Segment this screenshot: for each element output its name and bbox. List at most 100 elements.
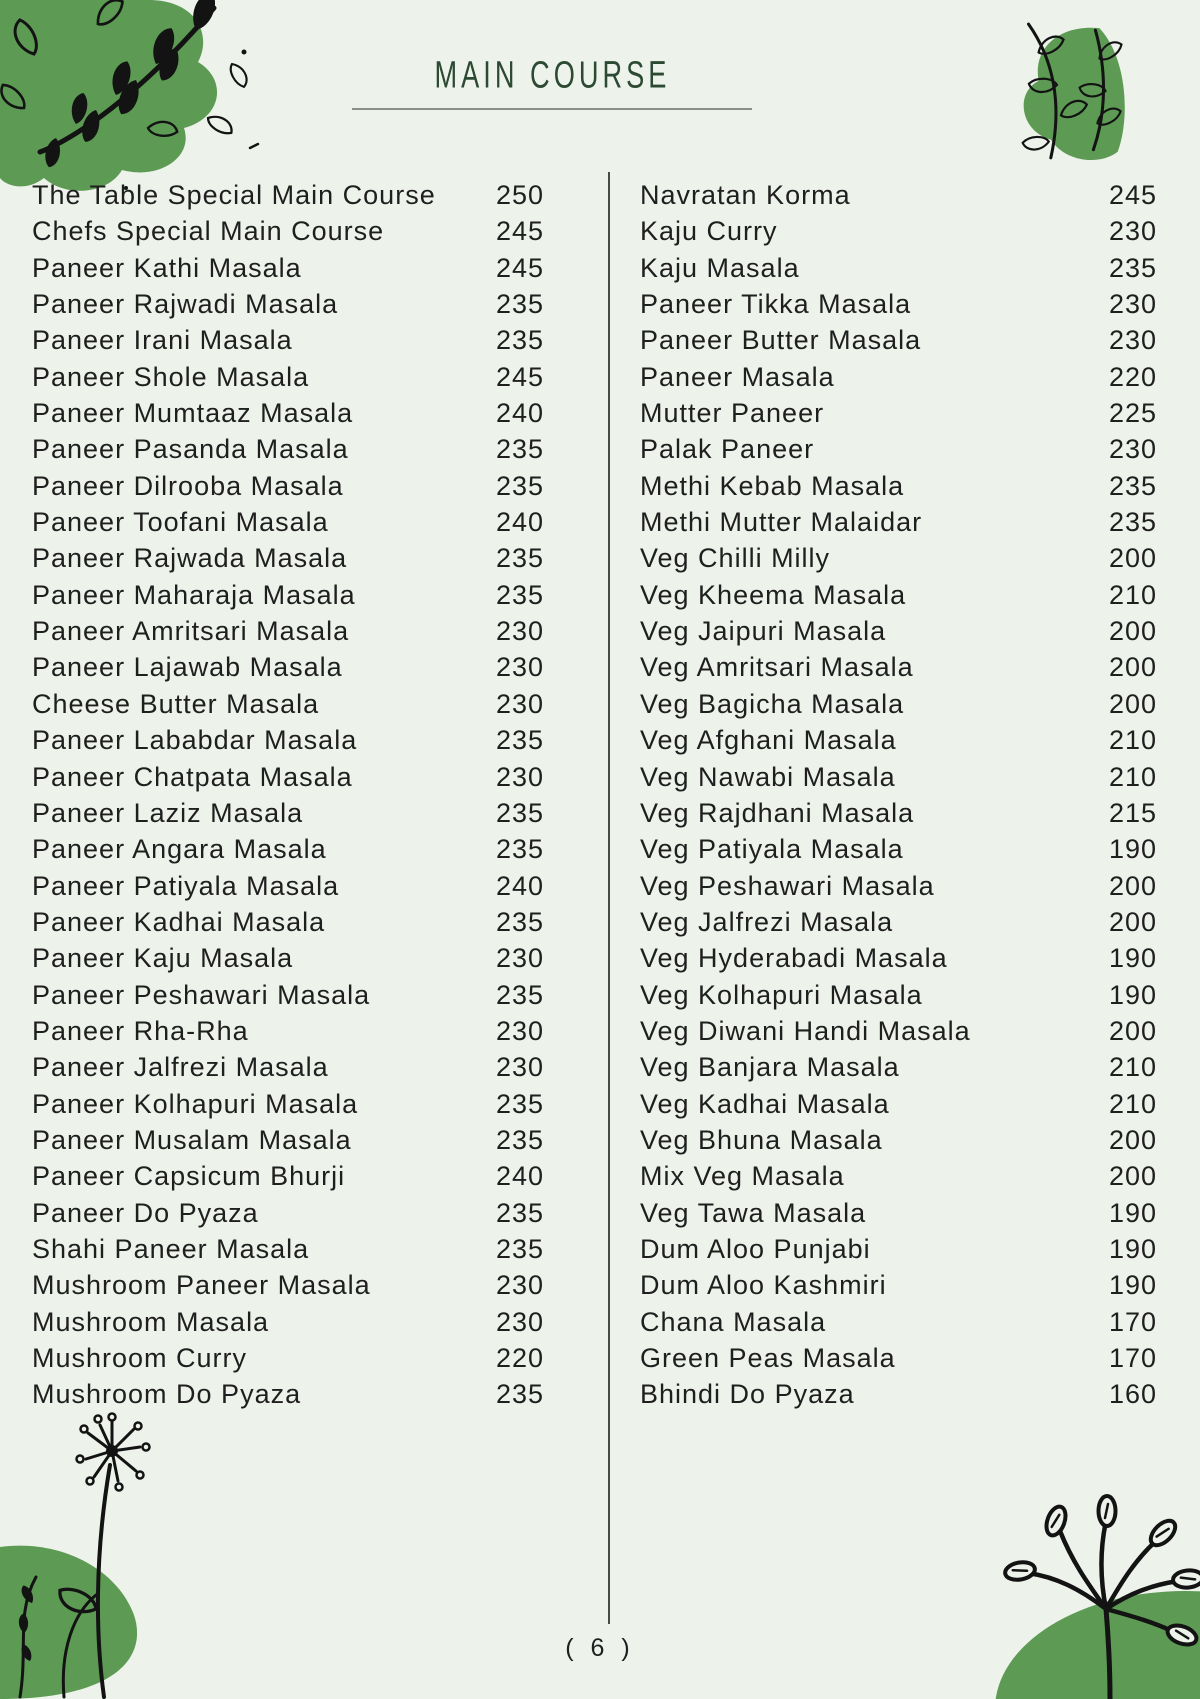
menu-item-name: Paneer Kaju Masala [32, 943, 294, 974]
menu-item-row: Paneer Chatpata Masala 230 [32, 759, 544, 795]
menu-item-row: Dum Aloo Punjabi 190 [640, 1231, 1157, 1267]
column-divider [608, 172, 610, 1624]
menu-column-right: Navratan Korma 245 Kaju Curry 230 Kaju M… [640, 177, 1157, 1413]
menu-item-row: Paneer Maharaja Masala 235 [32, 577, 544, 613]
menu-item-row: Paneer Amritsari Masala 230 [32, 613, 544, 649]
menu-item-price: 160 [1108, 1379, 1157, 1410]
menu-item-name: Paneer Lababdar Masala [32, 725, 358, 756]
menu-item-name: Kaju Curry [640, 216, 778, 247]
menu-item-row: Paneer Kathi Masala 245 [32, 250, 544, 286]
menu-item-name: Paneer Maharaja Masala [32, 579, 356, 610]
menu-item-price: 190 [1108, 1233, 1157, 1264]
menu-item-price: 230 [495, 1052, 544, 1083]
menu-item-name: Shahi Paneer Masala [32, 1233, 310, 1264]
menu-item-row: Green Peas Masala 170 [640, 1340, 1157, 1376]
menu-item-price: 235 [495, 725, 544, 756]
menu-item-row: Methi Mutter Malaidar 235 [640, 504, 1157, 540]
menu-item-price: 235 [1108, 252, 1157, 283]
menu-item-price: 230 [495, 943, 544, 974]
menu-item-name: Mushroom Do Pyaza [32, 1379, 302, 1410]
menu-item-price: 220 [495, 1343, 544, 1373]
menu-item-name: Paneer Shole Masala [32, 361, 310, 392]
menu-item-price: 240 [495, 870, 544, 901]
menu-item-name: Paneer Kadhai Masala [32, 906, 326, 937]
menu-item-name: Paneer Laziz Masala [32, 797, 304, 828]
menu-item-price: 200 [1108, 870, 1157, 901]
menu-item-price: 230 [1108, 216, 1157, 247]
menu-item-name: Paneer Rha-Rha [32, 1015, 249, 1046]
menu-item-price: 235 [495, 1088, 544, 1119]
menu-item-row: Paneer Capsicum Bhurji 240 [32, 1158, 544, 1194]
menu-item-price: 235 [495, 797, 544, 828]
menu-item-name: Paneer Patiyala Masala [32, 870, 340, 901]
menu-item-row: Paneer Rha-Rha 230 [32, 1013, 544, 1049]
menu-item-name: Paneer Pasanda Masala [32, 434, 349, 465]
menu-item-name: Kaju Masala [640, 252, 800, 283]
menu-item-row: Veg Bagicha Masala 200 [640, 686, 1157, 722]
menu-item-name: Methi Kebab Masala [640, 470, 905, 501]
menu-item-row: Veg Jaipuri Masala 200 [640, 613, 1157, 649]
menu-item-row: Veg Bhuna Masala 200 [640, 1122, 1157, 1158]
menu-item-price: 230 [495, 1306, 544, 1337]
menu-item-price: 235 [495, 906, 544, 937]
menu-item-row: The Table Special Main Course 250 [32, 177, 544, 213]
menu-item-price: 245 [495, 216, 544, 247]
menu-item-row: Paneer Angara Masala 235 [32, 831, 544, 867]
menu-item-price: 170 [1108, 1306, 1157, 1337]
menu-item-row: Methi Kebab Masala 235 [640, 468, 1157, 504]
menu-item-name: Paneer Peshawari Masala [32, 979, 371, 1010]
menu-item-row: Paneer Rajwada Masala 235 [32, 540, 544, 576]
menu-item-price: 240 [495, 398, 544, 429]
menu-item-price: 230 [1108, 289, 1157, 320]
menu-item-row: Veg Kheema Masala 210 [640, 577, 1157, 613]
botanical-corner-bottom-right-icon [995, 1494, 1200, 1699]
menu-item-row: Paneer Masala 220 [640, 359, 1157, 395]
menu-item-name: Paneer Masala [640, 361, 835, 392]
menu-item-row: Dum Aloo Kashmiri 190 [640, 1267, 1157, 1303]
menu-item-price: 235 [495, 1233, 544, 1264]
menu-item-price: 200 [1108, 906, 1157, 937]
menu-item-row: Paneer Kadhai Masala 235 [32, 904, 544, 940]
menu-item-name: Mushroom Curry [32, 1343, 248, 1373]
menu-item-name: Veg Bhuna Masala [640, 1124, 883, 1155]
menu-item-name: Paneer Amritsari Masala [32, 616, 350, 647]
menu-item-price: 210 [1108, 725, 1157, 756]
menu-item-name: Dum Aloo Punjabi [640, 1233, 871, 1264]
menu-item-price: 210 [1108, 1088, 1157, 1119]
menu-item-row: Veg Nawabi Masala 210 [640, 759, 1157, 795]
menu-item-price: 190 [1108, 979, 1157, 1010]
menu-item-name: Paneer Lajawab Masala [32, 652, 343, 683]
menu-item-price: 235 [495, 979, 544, 1010]
menu-item-price: 200 [1108, 1124, 1157, 1155]
menu-item-name: Mutter Paneer [640, 398, 825, 429]
menu-item-name: Veg Rajdhani Masala [640, 797, 915, 828]
menu-item-row: Paneer Mumtaaz Masala 240 [32, 395, 544, 431]
menu-item-row: Veg Kolhapuri Masala 190 [640, 977, 1157, 1013]
menu-item-row: Veg Hyderabadi Masala 190 [640, 940, 1157, 976]
menu-item-row: Paneer Laziz Masala 235 [32, 795, 544, 831]
menu-item-price: 225 [1108, 398, 1157, 429]
menu-item-row: Veg Jalfrezi Masala 200 [640, 904, 1157, 940]
menu-item-row: Kaju Masala 235 [640, 250, 1157, 286]
menu-item-name: The Table Special Main Course [32, 180, 436, 210]
menu-item-name: Veg Kolhapuri Masala [640, 979, 923, 1010]
menu-item-row: Paneer Kaju Masala 230 [32, 940, 544, 976]
menu-item-price: 230 [1108, 325, 1157, 356]
menu-item-row: Veg Rajdhani Masala 215 [640, 795, 1157, 831]
menu-item-name: Dum Aloo Kashmiri [640, 1270, 887, 1301]
menu-item-price: 210 [1108, 761, 1157, 792]
menu-item-row: Mushroom Paneer Masala 230 [32, 1267, 544, 1303]
menu-item-row: Paneer Do Pyaza 235 [32, 1195, 544, 1231]
menu-item-row: Mix Veg Masala 200 [640, 1158, 1157, 1194]
menu-item-price: 245 [1108, 180, 1157, 210]
menu-item-price: 215 [1108, 797, 1157, 828]
menu-item-name: Veg Chilli Milly [640, 543, 831, 574]
menu-item-name: Veg Kheema Masala [640, 579, 907, 610]
menu-item-price: 220 [1108, 361, 1157, 392]
menu-item-price: 240 [495, 1161, 544, 1192]
menu-item-price: 200 [1108, 1161, 1157, 1192]
menu-item-name: Veg Nawabi Masala [640, 761, 896, 792]
menu-item-price: 250 [495, 180, 544, 210]
menu-item-price: 190 [1108, 943, 1157, 974]
menu-item-row: Veg Tawa Masala 190 [640, 1195, 1157, 1231]
